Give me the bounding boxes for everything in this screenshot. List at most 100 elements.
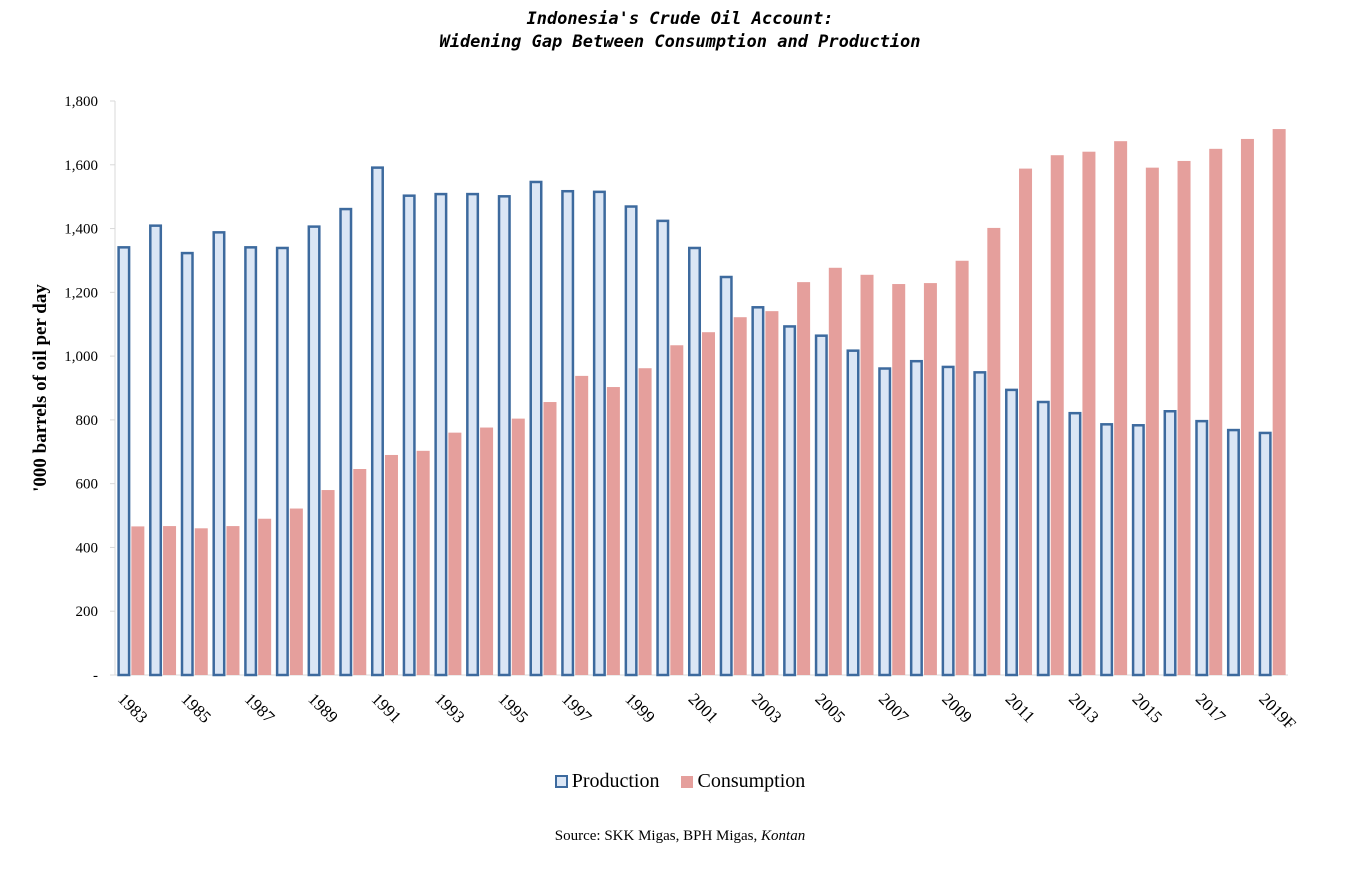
x-tick-label: 2019F [1255, 689, 1299, 733]
production-bar [307, 225, 321, 677]
production-bar [561, 189, 575, 677]
production-bar [466, 192, 480, 677]
consumption-bar [575, 375, 589, 675]
consumption-bar [860, 274, 874, 675]
consumption-bar [670, 345, 684, 675]
production-bar [719, 275, 733, 677]
consumption-bar [1019, 168, 1033, 676]
consumption-bar [448, 432, 462, 675]
production-bar [117, 246, 131, 677]
x-tick-label: 2003 [748, 689, 785, 726]
production-bar [592, 190, 606, 677]
consumption-bar [765, 311, 779, 675]
production-bar [846, 349, 860, 677]
consumption-bar [1082, 151, 1096, 675]
production-bar [1100, 423, 1114, 677]
chart-title: Indonesia's Crude Oil Account: Widening … [0, 8, 1360, 54]
production-bar [1258, 431, 1272, 677]
production-bar [212, 231, 226, 677]
consumption-bar [543, 402, 557, 675]
x-tick-label: 1993 [431, 689, 468, 726]
production-bar [529, 180, 543, 677]
production-bar [1226, 428, 1240, 677]
y-tick-label: 400 [76, 540, 99, 556]
production-bar [624, 205, 638, 677]
consumption-bar [131, 526, 145, 675]
consumption-bar [1209, 148, 1223, 676]
consumption-bar [353, 468, 367, 675]
source-note: Source: SKK Migas, BPH Migas, Kontan [0, 828, 1360, 845]
production-bar [656, 219, 670, 677]
consumption-swatch-icon [681, 775, 694, 788]
production-bar [1163, 410, 1177, 677]
consumption-bar [1177, 160, 1191, 675]
y-tick-label: 600 [76, 477, 99, 493]
production-bar [180, 251, 194, 677]
production-bar [783, 325, 797, 677]
consumption-bar [289, 508, 303, 675]
chart-title-line-1: Indonesia's Crude Oil Account: [526, 9, 834, 29]
x-tick-label: 1987 [241, 689, 279, 727]
y-tick-label: 1,200 [64, 285, 98, 301]
x-tick-label: 2013 [1065, 689, 1102, 726]
consumption-bar [923, 283, 937, 675]
consumption-bar [194, 528, 208, 675]
legend-label-consumption: Consumption [697, 770, 806, 792]
consumption-bar [511, 418, 525, 675]
legend-label-production: Production [571, 770, 660, 792]
consumption-bar [797, 282, 811, 675]
production-bar [814, 334, 828, 677]
production-bar [1068, 411, 1082, 677]
consumption-bar [480, 427, 494, 675]
consumption-bar [987, 227, 1001, 675]
production-bar [402, 194, 416, 677]
x-tick-label: 1985 [177, 689, 214, 726]
consumption-bar [384, 454, 398, 675]
production-bar [370, 166, 384, 677]
production-bar [941, 365, 955, 677]
production-bar [149, 224, 163, 677]
production-bar [1036, 400, 1050, 677]
source-italic-text: Kontan [761, 828, 806, 844]
production-bar [751, 306, 765, 677]
consumption-bar [1272, 129, 1286, 675]
x-tick-label: 2005 [811, 689, 848, 726]
production-bar [973, 371, 987, 677]
consumption-bar [606, 387, 620, 675]
production-bar [1005, 388, 1019, 677]
x-tick-label: 2011 [1002, 689, 1039, 726]
consumption-bar [416, 450, 430, 675]
consumption-bar [892, 284, 906, 675]
x-tick-label: 2001 [685, 689, 722, 726]
production-bar [497, 195, 511, 677]
y-tick-label: 200 [76, 604, 99, 620]
production-bar [275, 246, 289, 677]
production-bar [1195, 419, 1209, 677]
consumption-bar [733, 317, 747, 675]
production-swatch-icon [554, 775, 568, 788]
y-tick-label: 1,400 [64, 222, 98, 238]
consumption-bar [1240, 138, 1254, 676]
consumption-bar [321, 490, 335, 675]
consumption-bar [1114, 141, 1128, 675]
production-bar [434, 192, 448, 677]
x-tick-label: 1983 [114, 689, 151, 726]
legend: Production Consumption [0, 770, 1360, 793]
consumption-bar [1050, 155, 1064, 675]
y-tick-label: 1,000 [64, 349, 98, 365]
production-bar [1131, 424, 1145, 677]
consumption-bar [163, 526, 177, 675]
y-tick-label: 1,600 [64, 158, 98, 174]
consumption-bar [258, 518, 272, 675]
consumption-bar [1145, 167, 1159, 676]
consumption-bar [828, 267, 842, 675]
x-tick-label: 2007 [875, 689, 913, 727]
production-bar [339, 207, 353, 677]
legend-item-consumption: Consumption [681, 770, 805, 793]
production-bar [909, 359, 923, 677]
consumption-bar [955, 260, 969, 675]
chart-title-line-2: Widening Gap Between Consumption and Pro… [439, 32, 921, 52]
x-tick-label: 1995 [494, 689, 531, 726]
consumption-bar [702, 332, 715, 675]
